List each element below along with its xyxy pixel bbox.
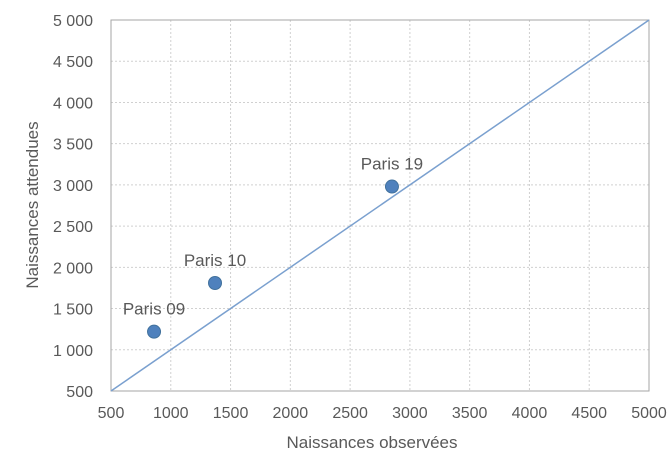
- x-tick-label: 3000: [392, 405, 428, 422]
- y-tick-label: 2 000: [53, 260, 93, 277]
- x-tick-label: 5000: [631, 405, 667, 422]
- data-point: [147, 324, 162, 339]
- data-points: [147, 179, 399, 339]
- x-tick-label: 4000: [512, 405, 548, 422]
- data-point: [208, 275, 223, 290]
- data-point-label: Paris 09: [123, 300, 185, 319]
- x-tick-labels: 500 1000 1500 2000 2500 3000 3500 4000 4500 5000: [98, 405, 667, 422]
- y-tick-label: 1 500: [53, 302, 93, 319]
- y-tick-label: 4 000: [53, 95, 93, 112]
- data-point: [384, 179, 399, 194]
- y-tick-label: 2 500: [53, 219, 93, 236]
- x-tick-label: 500: [98, 405, 125, 422]
- y-tick-label: 3 000: [53, 178, 93, 195]
- y-tick-label: 3 500: [53, 137, 93, 154]
- plot-area-border: [110, 19, 650, 392]
- x-tick-label: 2000: [273, 405, 309, 422]
- reference-line: [110, 19, 650, 392]
- data-point-label: Paris 10: [184, 251, 246, 270]
- x-tick-label: 2500: [332, 405, 368, 422]
- axes: [110, 19, 650, 392]
- y-tick-label: 4 500: [53, 54, 93, 71]
- data-point-label: Paris 19: [361, 155, 423, 174]
- y-tick-label: 1 000: [53, 343, 93, 360]
- x-axis-title: Naissances observées: [286, 433, 457, 452]
- data-labels: Paris 09 Paris 10 Paris 19: [123, 155, 423, 319]
- y-axis-title: Naissances attendues: [23, 121, 42, 288]
- reference-line-layer: [110, 19, 650, 392]
- x-tick-label: 1000: [153, 405, 189, 422]
- y-tick-labels: 500 1 000 1 500 2 000 2 500 3 000 3 500 4 000 4 …: [53, 13, 93, 401]
- x-tick-label: 4500: [571, 405, 607, 422]
- x-tick-label: 1500: [213, 405, 249, 422]
- y-tick-label: 5 000: [53, 13, 93, 30]
- x-tick-label: 3500: [452, 405, 488, 422]
- y-tick-label: 500: [66, 384, 93, 401]
